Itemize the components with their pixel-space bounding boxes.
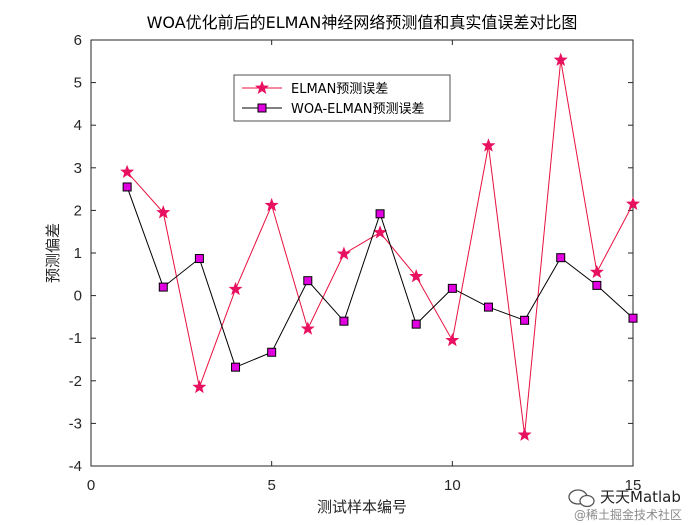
data-point-1-13 — [592, 280, 602, 290]
y-tick-label: -4 — [69, 458, 82, 475]
data-point-1-5 — [303, 276, 313, 286]
data-point-0-4 — [264, 197, 279, 212]
data-point-0-0 — [120, 164, 135, 179]
legend-item-elman: ELMAN预测误差 — [242, 80, 388, 97]
series-1 — [122, 182, 638, 372]
y-tick-label: 2 — [74, 202, 82, 219]
data-point-1-9 — [447, 283, 457, 293]
watermark: 天天Matlab @稀土掘金技术社区 — [568, 488, 682, 522]
legend-marker-1 — [257, 103, 267, 113]
data-point-1-2 — [194, 254, 204, 264]
legend: ELMAN预测误差 WOA-ELMAN预测误差 — [233, 74, 451, 122]
y-tick-label: -3 — [69, 415, 82, 432]
watermark-title: 天天Matlab — [600, 488, 681, 506]
legend-label-elman: ELMAN预测误差 — [291, 82, 388, 97]
data-point-0-5 — [300, 321, 315, 335]
data-point-0-1 — [156, 205, 171, 219]
y-axis-label: 预测偏差 — [44, 223, 62, 283]
data-point-0-10 — [481, 138, 496, 152]
y-tick-label: -1 — [69, 330, 82, 347]
x-tick-label: 0 — [87, 477, 95, 494]
data-point-0-3 — [228, 281, 243, 296]
x-tick-label: 10 — [444, 477, 461, 494]
watermark-subtitle: @稀土掘金技术社区 — [574, 507, 682, 522]
y-axis: -4 -3 -2 -1 0 1 2 3 4 5 6 — [69, 32, 633, 475]
y-tick-label: 3 — [74, 160, 82, 177]
data-point-0-9 — [445, 332, 460, 347]
data-point-1-10 — [483, 302, 493, 312]
x-axis-label: 测试样本编号 — [317, 498, 407, 516]
data-point-0-11 — [517, 427, 532, 441]
wechat-icon — [568, 489, 595, 508]
y-tick-label: 5 — [74, 75, 82, 92]
data-point-0-12 — [553, 52, 568, 66]
x-axis: 0 5 10 15 — [87, 40, 642, 494]
data-point-1-1 — [158, 282, 168, 292]
legend-marker-0 — [255, 80, 269, 94]
y-tick-label: -2 — [69, 373, 82, 390]
data-point-1-11 — [520, 315, 530, 325]
series-layer — [120, 52, 640, 441]
data-point-0-8 — [409, 269, 424, 283]
y-tick-label: 6 — [74, 32, 82, 49]
data-point-0-7 — [373, 225, 388, 239]
y-tick-label: 1 — [74, 245, 82, 262]
data-point-1-0 — [122, 182, 132, 192]
data-point-1-7 — [375, 209, 385, 219]
data-point-0-6 — [336, 246, 351, 260]
data-point-1-14 — [628, 313, 638, 323]
x-tick-label: 15 — [625, 477, 642, 494]
y-tick-label: 0 — [74, 288, 82, 305]
data-point-1-12 — [556, 253, 566, 263]
data-point-0-14 — [626, 196, 640, 210]
legend-label-woa-elman: WOA-ELMAN预测误差 — [291, 102, 424, 117]
data-point-1-3 — [231, 362, 241, 372]
legend-item-woa-elman: WOA-ELMAN预测误差 — [242, 102, 424, 117]
data-point-0-2 — [192, 379, 207, 394]
data-point-0-13 — [589, 264, 604, 279]
x-tick-label: 5 — [267, 477, 275, 494]
data-point-1-4 — [267, 347, 277, 357]
legend-box — [233, 74, 451, 122]
series-0 — [120, 52, 640, 441]
y-tick-label: 4 — [74, 117, 82, 134]
data-point-1-8 — [411, 319, 421, 329]
data-point-1-6 — [339, 316, 349, 326]
chart-title: WOA优化前后的ELMAN神经网络预测值和真实值误差对比图 — [147, 13, 578, 32]
